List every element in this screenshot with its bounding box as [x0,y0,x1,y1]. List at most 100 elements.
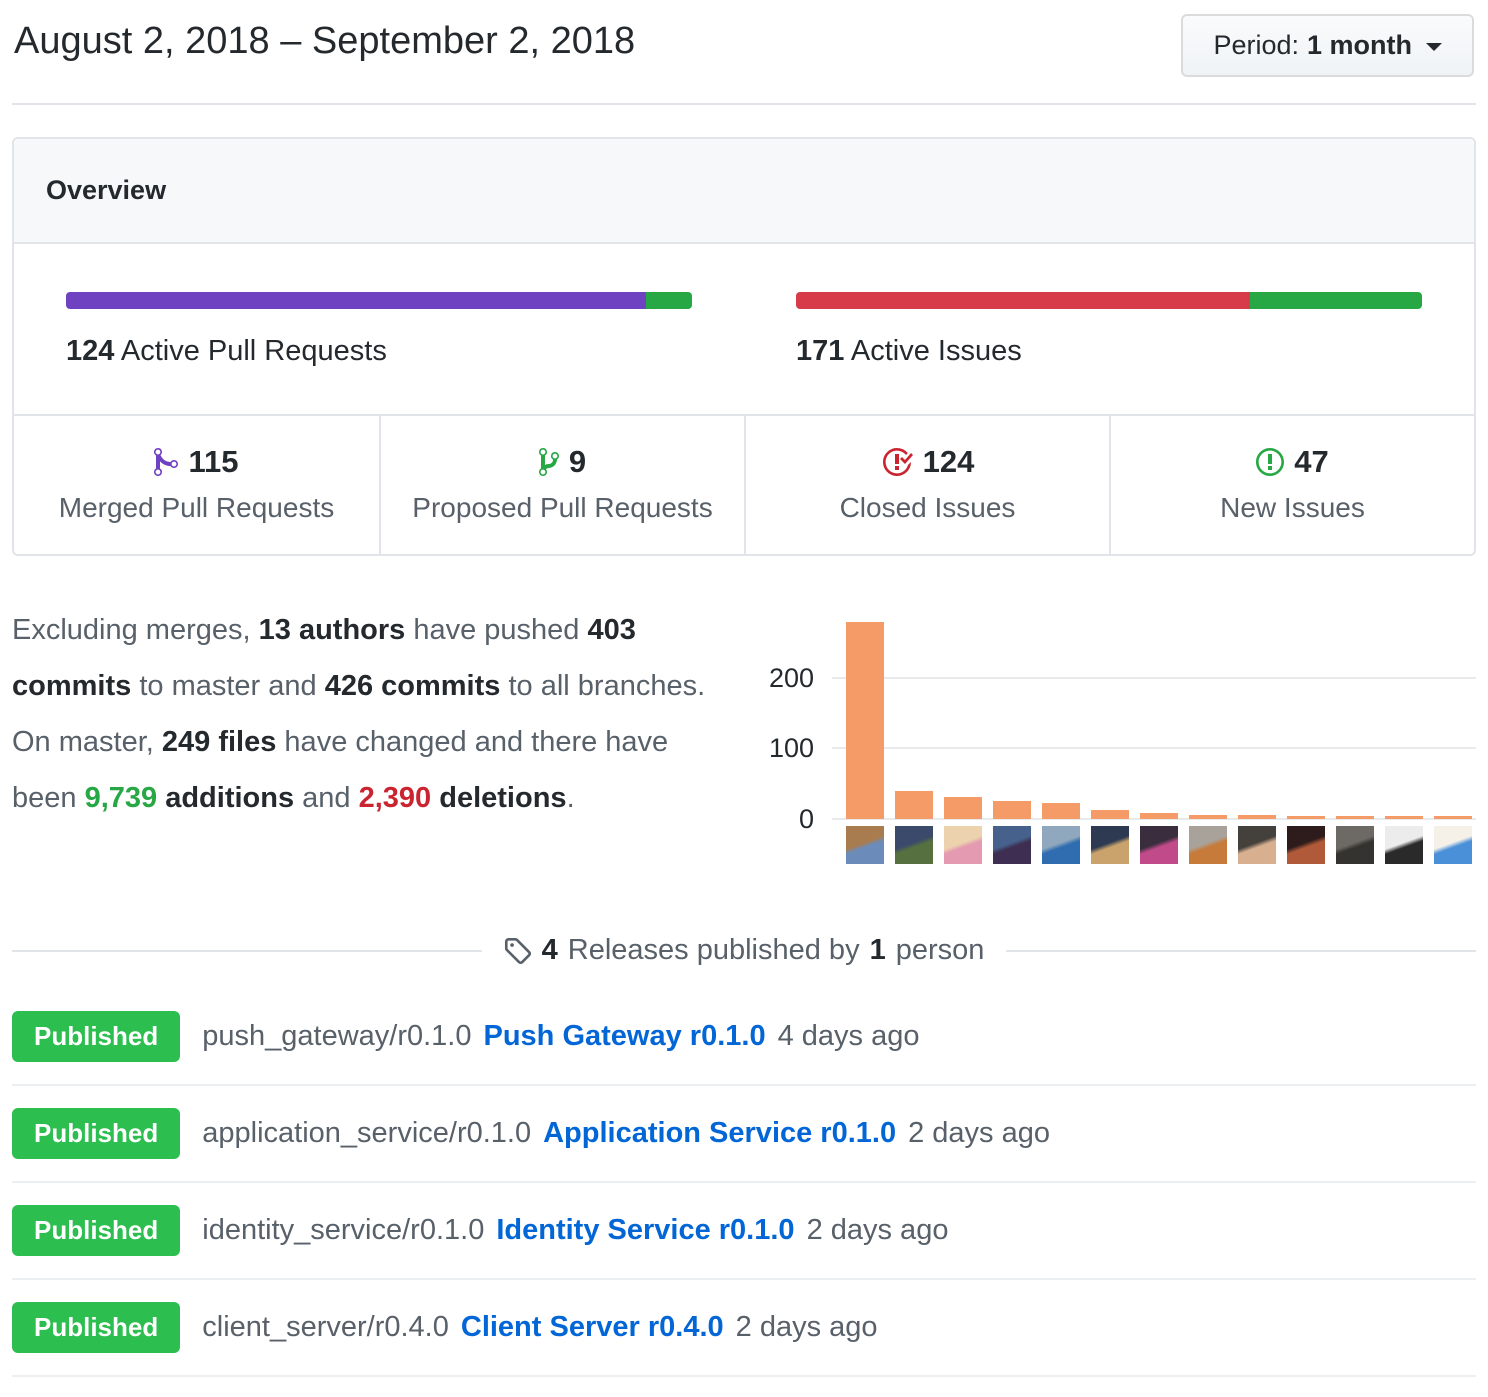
active-pull-requests-label: 124 Active Pull Requests [66,335,692,368]
releases-middle-text: Releases published by [567,934,860,966]
closed-issues-segment[interactable] [796,292,1250,309]
summary-segment: . [566,782,575,814]
release-tag-name: identity_service/r0.1.0 [202,1214,485,1246]
new-issues-segment[interactable] [1249,292,1422,309]
release-row: Published application_service/r0.1.0 Appli… [12,1086,1476,1183]
published-badge: Published [12,1205,181,1256]
author-avatar [1385,826,1423,864]
releases-section: 4 Releases published by 1 person Publish… [12,934,1477,1377]
stat-proposed-pull-requests[interactable]: 9 Proposed Pull Requests [379,416,744,554]
y-axis-tick-label: 0 [798,804,814,834]
git-merge-icon [154,447,179,476]
merged-pull-requests-segment[interactable] [66,292,647,309]
chart-bars [846,622,1472,819]
pull-requests-progress-bar [66,292,692,309]
author-avatar [1287,826,1325,864]
release-tag-name: application_service/r0.1.0 [202,1117,532,1149]
commit-count-bar [895,791,933,819]
author-avatar [1091,826,1129,864]
commit-count-bar [846,622,884,819]
summary-segment: Excluding merges, [12,614,259,646]
overview-box: Overview 124 Active Pull Requests [12,137,1476,556]
commit-count-bar [993,801,1031,819]
commit-count-bar [944,797,982,819]
release-tag-name: client_server/r0.4.0 [202,1311,449,1343]
commit-count-bar [1091,810,1129,819]
stat-new-number: 47 [1111,444,1474,480]
stat-value: 115 [188,444,239,479]
stat-closed-issues[interactable]: 124 Closed Issues [744,416,1109,554]
stat-closed-number: 124 [746,444,1109,480]
release-list: Published push_gateway/r0.1.0 Push Gateway… [12,989,1476,1377]
summary-segment: 2,390 [358,782,432,814]
summary-segment: have pushed [405,614,588,646]
tag-icon [504,937,531,964]
active-issues-count: 171 [796,335,845,367]
active-issues-text: Active Issues [850,335,1022,367]
divider-line [12,949,482,952]
release-link[interactable]: Client Server r0.4.0 [460,1311,724,1343]
commit-count-bar [1385,816,1423,819]
release-link[interactable]: Application Service r0.1.0 [543,1117,897,1149]
chart-gridline [832,676,1476,679]
commit-count-bar [1336,816,1374,819]
chart-avatar-row [846,826,1476,864]
y-axis-tick-label: 200 [768,662,814,693]
active-pull-requests-block: 124 Active Pull Requests [14,244,744,414]
issue-opened-icon [1256,448,1285,476]
chevron-down-icon [1426,42,1442,59]
release-link[interactable]: Identity Service r0.1.0 [496,1214,795,1246]
published-badge: Published [12,1302,181,1353]
summary-segment: have changed and there have been [12,726,669,814]
releases-heading-text: 4 Releases published by 1 person [504,934,985,967]
period-label: Period: [1213,30,1299,60]
summary-segment: 403 commits [12,614,636,702]
summary-segment: 9,739 [84,782,158,814]
commit-count-bar [1434,816,1472,819]
author-avatar [944,826,982,864]
active-pr-count: 124 [66,335,115,367]
summary-segment: deletions [439,782,567,814]
stat-label: Proposed Pull Requests [412,492,713,523]
release-time: 2 days ago [735,1311,878,1343]
stat-merged-pull-requests[interactable]: 115 Merged Pull Requests [14,416,379,554]
author-avatar [1189,826,1227,864]
stat-label: Closed Issues [839,492,1016,523]
release-row: Published client_server/r0.4.0 Client Serv… [12,1280,1476,1377]
overview-box-header: Overview [14,139,1474,244]
commit-summary: Excluding merges, 13 authors have pushed… [12,602,736,864]
overview-stats-row: 115 Merged Pull Requests 9 Proposed Pull… [14,414,1474,554]
release-time: 2 days ago [806,1214,949,1246]
release-time: 4 days ago [777,1020,920,1052]
commit-count-bar [1042,803,1080,819]
page-title: August 2, 2018 – September 2, 2018 [14,20,636,62]
author-avatar [1042,826,1080,864]
summary-segment [157,782,165,814]
commit-count-bar [1287,816,1325,819]
summary-segment: to all branches. On master, [12,670,706,758]
page-header: August 2, 2018 – September 2, 2018 Perio… [12,8,1476,105]
release-link[interactable]: Push Gateway r0.1.0 [483,1020,766,1052]
releases-suffix-text: person [895,934,985,966]
published-badge: Published [12,1011,181,1062]
period-dropdown-button[interactable]: Period: 1 month [1181,14,1474,77]
stat-value: 47 [1294,444,1329,479]
release-time: 2 days ago [908,1117,1050,1149]
summary-segment: to master and [131,670,325,702]
author-avatar [1434,826,1472,864]
summary-segment: 426 commits [324,670,501,702]
proposed-pull-requests-segment[interactable] [646,292,692,309]
stat-new-issues[interactable]: 47 New Issues [1109,416,1474,554]
overview-box-body: 124 Active Pull Requests 171 Active Issu… [14,244,1474,414]
divider-line [1006,949,1477,952]
releases-heading: 4 Releases published by 1 person [12,934,1477,967]
issue-closed-icon [882,447,913,476]
author-avatar [1238,826,1276,864]
git-branch-icon [538,448,559,476]
summary-segment: 249 files [161,726,277,758]
active-pr-text: Active Pull Requests [120,335,387,367]
author-avatar [1336,826,1374,864]
overview-title: Overview [46,175,167,205]
chart-gridline [832,747,1476,750]
author-avatar [993,826,1031,864]
